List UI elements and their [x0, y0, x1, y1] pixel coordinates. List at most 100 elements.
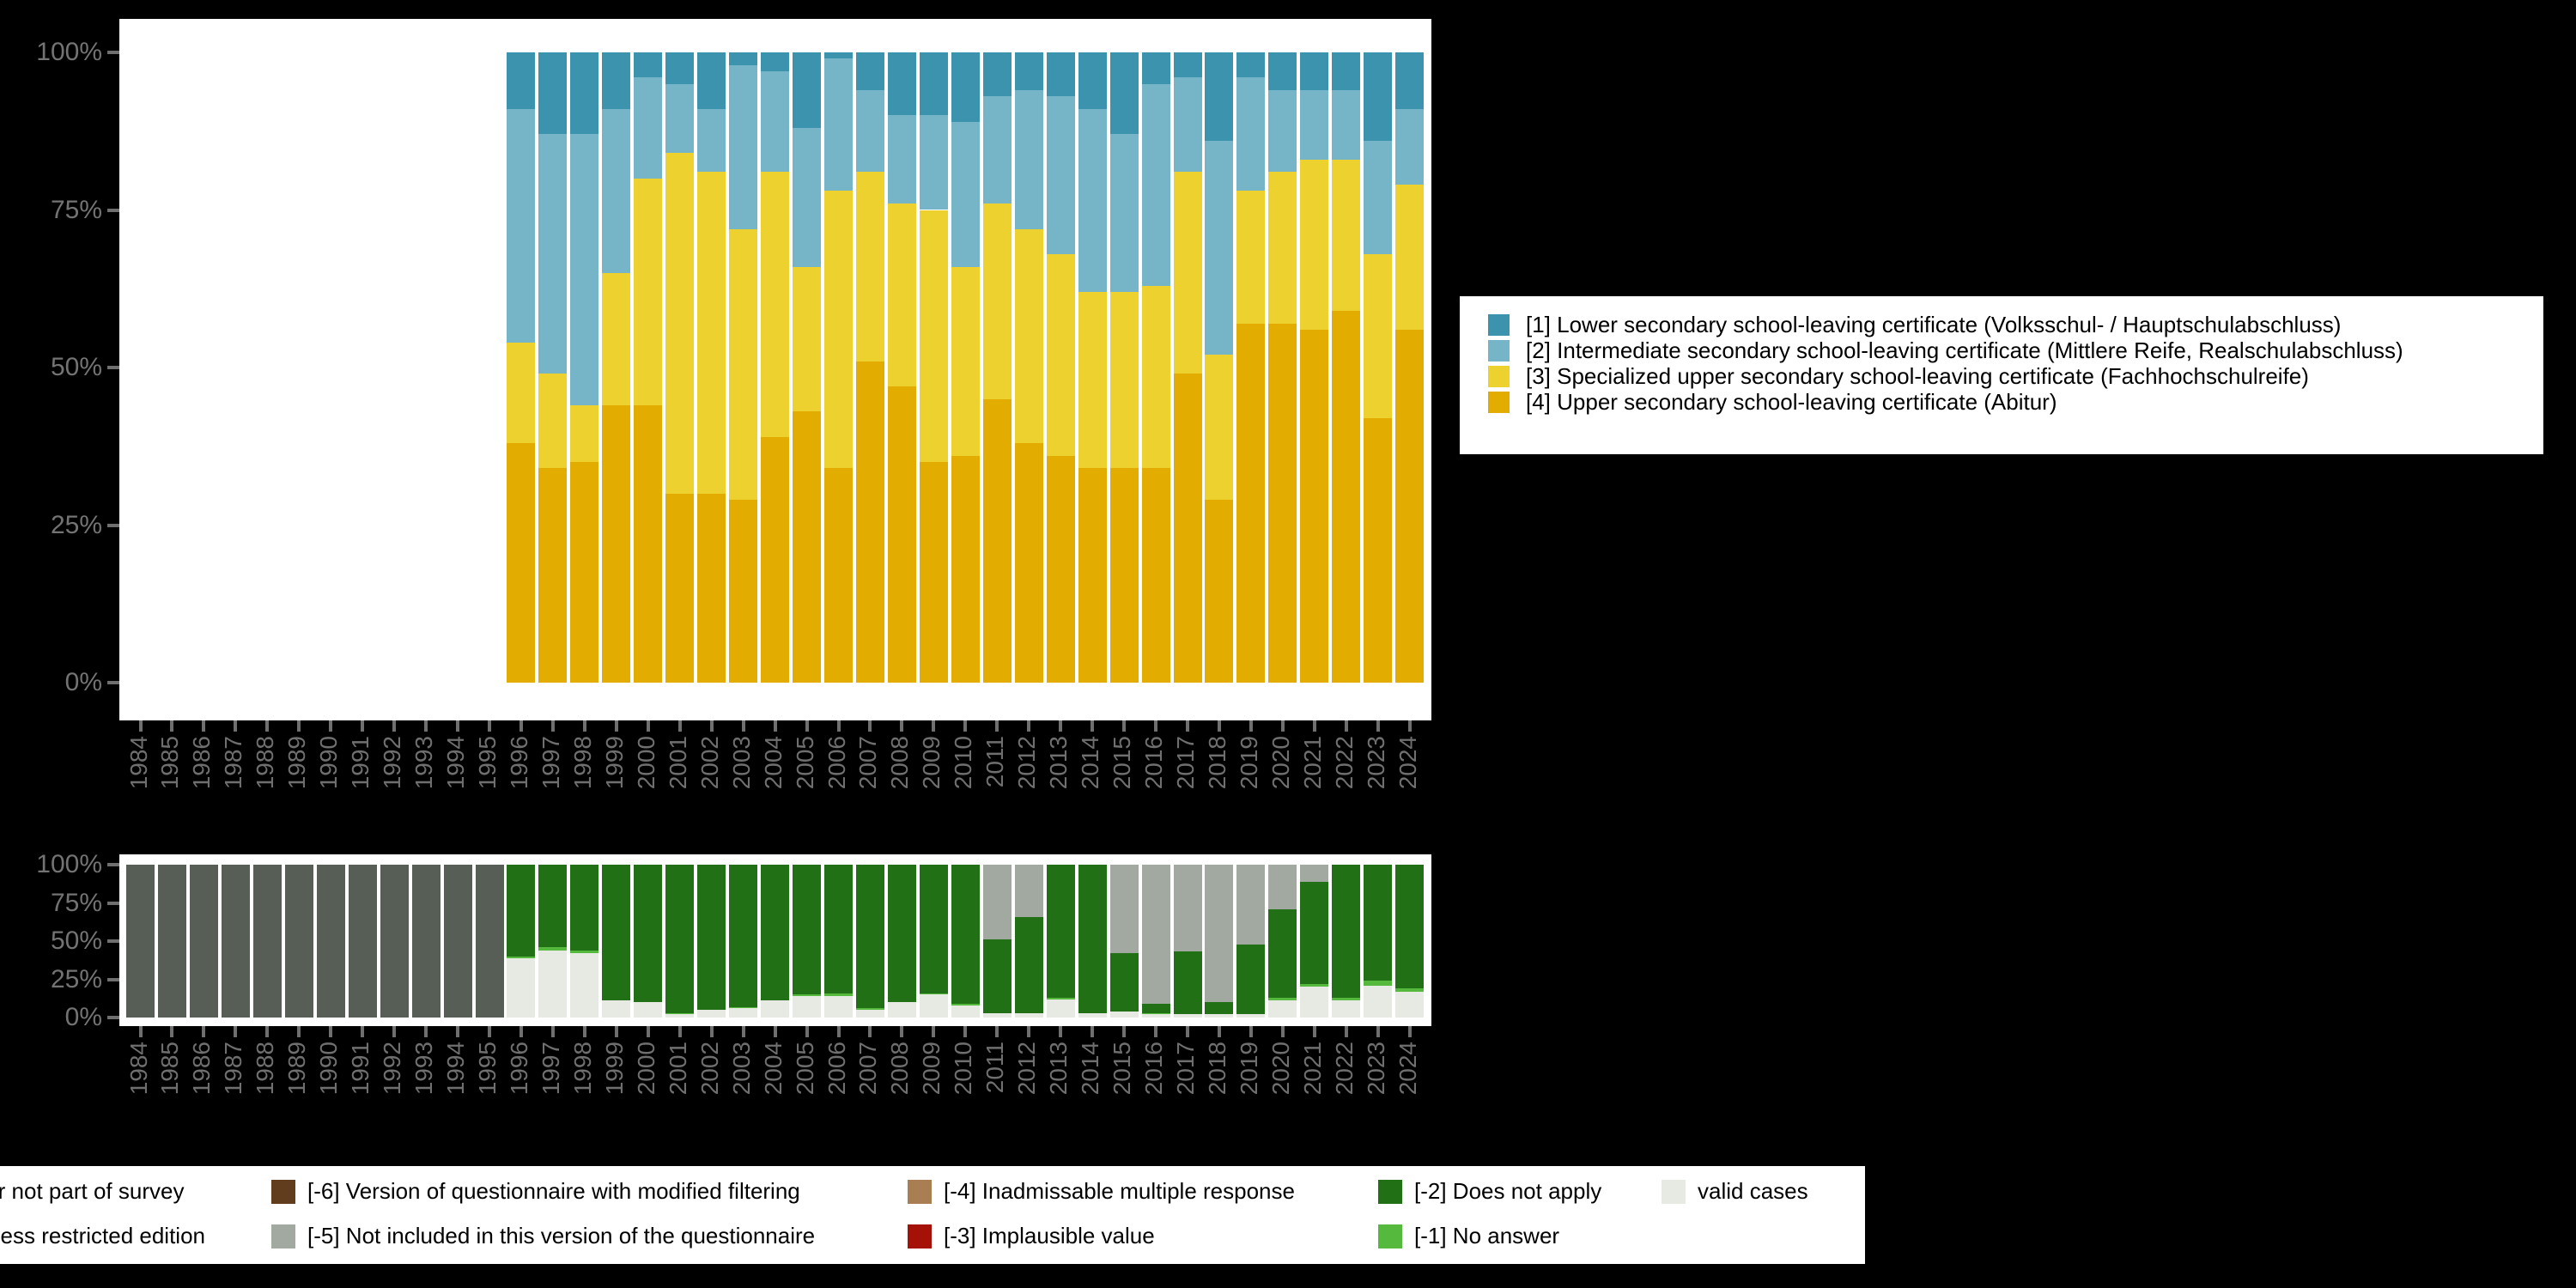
- main-x-tick-label: 2013: [1045, 736, 1072, 790]
- missing-bar-segment-m2-2007: [855, 865, 884, 1009]
- main-x-tick-label: 2004: [759, 736, 787, 790]
- main-x-tick-label: 1998: [568, 736, 596, 790]
- missing-bar-segment-m2-2022: [1332, 865, 1361, 998]
- main-bar-segment-cat2-2011: [982, 96, 1012, 204]
- main-bar-segment-cat4-2008: [887, 386, 916, 683]
- main-y-tick-label: 50%: [50, 353, 102, 381]
- main-x-tick-mark: [234, 720, 238, 732]
- main-bar-segment-cat1-2005: [793, 52, 822, 129]
- main-x-tick-label: 2002: [696, 736, 723, 790]
- main-x-tick-mark: [836, 720, 841, 732]
- main-x-tick-mark: [646, 720, 650, 732]
- missing-x-tick-mark: [1122, 1026, 1127, 1037]
- missing-x-tick-label: 2001: [664, 1042, 691, 1096]
- missing-bar-segment-m8-1991: [348, 865, 377, 1018]
- missing-bar-segment-m5-2015: [1109, 865, 1139, 954]
- main-bar-segment-cat2-1999: [602, 109, 631, 273]
- main-bar-segment-cat1-2012: [1014, 52, 1043, 91]
- main-bar-segment-cat2-1997: [538, 134, 568, 374]
- missing-bar-segment-m2-2015: [1109, 953, 1139, 1012]
- main-bar-segment-cat3-2011: [982, 204, 1012, 399]
- main-x-tick-mark: [170, 720, 174, 732]
- missing-x-tick-label: 1988: [252, 1042, 279, 1096]
- main-x-tick-label: 1999: [600, 736, 628, 790]
- main-bar-segment-cat4-2020: [1268, 323, 1297, 683]
- missing-bar-segment-m1-2001: [665, 1012, 695, 1015]
- main-x-tick-label: 2005: [791, 736, 818, 790]
- main-bar-segment-cat1-1998: [570, 52, 599, 135]
- missing-bar-segment-m8-1989: [284, 865, 313, 1018]
- main-x-tick-mark: [582, 720, 586, 732]
- missing-bar-segment-valid-2020: [1268, 1000, 1297, 1018]
- main-bar-segment-cat1-2019: [1236, 52, 1266, 78]
- missing-x-tick-mark: [424, 1026, 428, 1037]
- main-x-tick-mark: [202, 720, 206, 732]
- missing-x-tick-mark: [836, 1026, 841, 1037]
- main-bar-segment-cat1-2009: [919, 52, 948, 116]
- missing-bar-segment-m1-2023: [1364, 981, 1393, 986]
- missing-x-tick-label: 2024: [1394, 1042, 1421, 1096]
- legend-label-m2: [-2] Does not apply: [1414, 1178, 1602, 1204]
- education-legend-item: [4] Upper secondary school-leaving certi…: [1460, 389, 2543, 415]
- missing-bar-segment-m2-2019: [1236, 944, 1266, 1015]
- main-bar-segment-cat4-1998: [570, 462, 599, 683]
- main-x-tick-mark: [456, 720, 460, 732]
- missing-x-tick-mark: [932, 1026, 936, 1037]
- missing-bar-segment-m2-2008: [887, 865, 916, 1003]
- missing-x-tick-mark: [1027, 1026, 1031, 1037]
- missing-bar-segment-valid-2007: [855, 1010, 884, 1018]
- missing-values-legend: [-8] Question this year not part of surv…: [0, 1166, 1865, 1264]
- missing-x-tick-label: 2010: [950, 1042, 977, 1096]
- main-x-tick-mark: [265, 720, 270, 732]
- main-bar-segment-cat4-2003: [729, 500, 758, 683]
- missing-x-tick-label: 2003: [727, 1042, 755, 1096]
- legend-label-m5: [-5] Not included in this version of the…: [307, 1223, 816, 1249]
- main-x-tick-mark: [1217, 720, 1221, 732]
- missing-bar-segment-m2-2024: [1395, 865, 1425, 989]
- main-x-tick-mark: [773, 720, 777, 732]
- missing-x-tick-mark: [329, 1026, 333, 1037]
- main-bar-segment-cat1-2003: [729, 52, 758, 65]
- main-bar-segment-cat1-2022: [1332, 52, 1361, 91]
- missing-x-tick-label: 1992: [379, 1042, 406, 1096]
- missing-bar-segment-valid-2015: [1109, 1011, 1139, 1018]
- missing-bar-segment-valid-2003: [729, 1008, 758, 1018]
- main-x-tick-label: 2018: [1203, 736, 1230, 790]
- main-bar-segment-cat3-2005: [793, 266, 822, 412]
- main-x-tick-mark: [1059, 720, 1063, 732]
- missing-x-tick-mark: [1376, 1026, 1380, 1037]
- missing-bar-segment-valid-1996: [507, 957, 536, 1018]
- main-bar-segment-cat3-2018: [1205, 355, 1234, 501]
- missing-bar-segment-valid-2023: [1364, 985, 1393, 1018]
- missing-x-tick-mark: [519, 1026, 523, 1037]
- missing-bar-segment-m2-1999: [602, 865, 631, 1001]
- main-x-tick-label: 2008: [886, 736, 914, 790]
- missing-x-tick-label: 2022: [1330, 1042, 1358, 1096]
- main-x-tick-mark: [932, 720, 936, 732]
- main-bar-segment-cat1-2024: [1395, 52, 1425, 110]
- main-bar-segment-cat4-2007: [855, 361, 884, 683]
- missing-bar-segment-valid-2006: [824, 996, 853, 1018]
- missing-bar-segment-valid-2011: [982, 1012, 1012, 1018]
- missing-bar-segment-m8-1986: [189, 865, 218, 1018]
- main-bar-segment-cat1-2010: [951, 52, 980, 122]
- main-bar-segment-cat2-2019: [1236, 77, 1266, 191]
- legend-key-cat1: [1488, 314, 1510, 336]
- main-bar-segment-cat4-2015: [1109, 468, 1139, 683]
- main-bar-segment-cat1-2016: [1141, 52, 1170, 84]
- main-x-tick-label: 1996: [505, 736, 532, 790]
- missing-x-tick-mark: [963, 1026, 968, 1037]
- main-x-tick-label: 2016: [1140, 736, 1168, 790]
- missing-x-tick-label: 1994: [442, 1042, 470, 1096]
- missing-x-tick-mark: [1312, 1026, 1316, 1037]
- missing-x-tick-label: 2012: [1013, 1042, 1041, 1096]
- missing-x-tick-label: 2002: [696, 1042, 723, 1096]
- missing-bar-segment-m8-1985: [157, 865, 186, 1018]
- missing-x-tick-label: 2007: [854, 1042, 882, 1096]
- missing-bar-segment-m2-2020: [1268, 908, 1297, 998]
- main-x-tick-mark: [488, 720, 491, 732]
- missing-x-tick-label: 1999: [600, 1042, 628, 1096]
- legend-label-cat1: [1] Lower secondary school-leaving certi…: [1526, 312, 2342, 337]
- missing-bar-segment-m5-2016: [1141, 865, 1170, 1004]
- missing-x-tick-mark: [1344, 1026, 1348, 1037]
